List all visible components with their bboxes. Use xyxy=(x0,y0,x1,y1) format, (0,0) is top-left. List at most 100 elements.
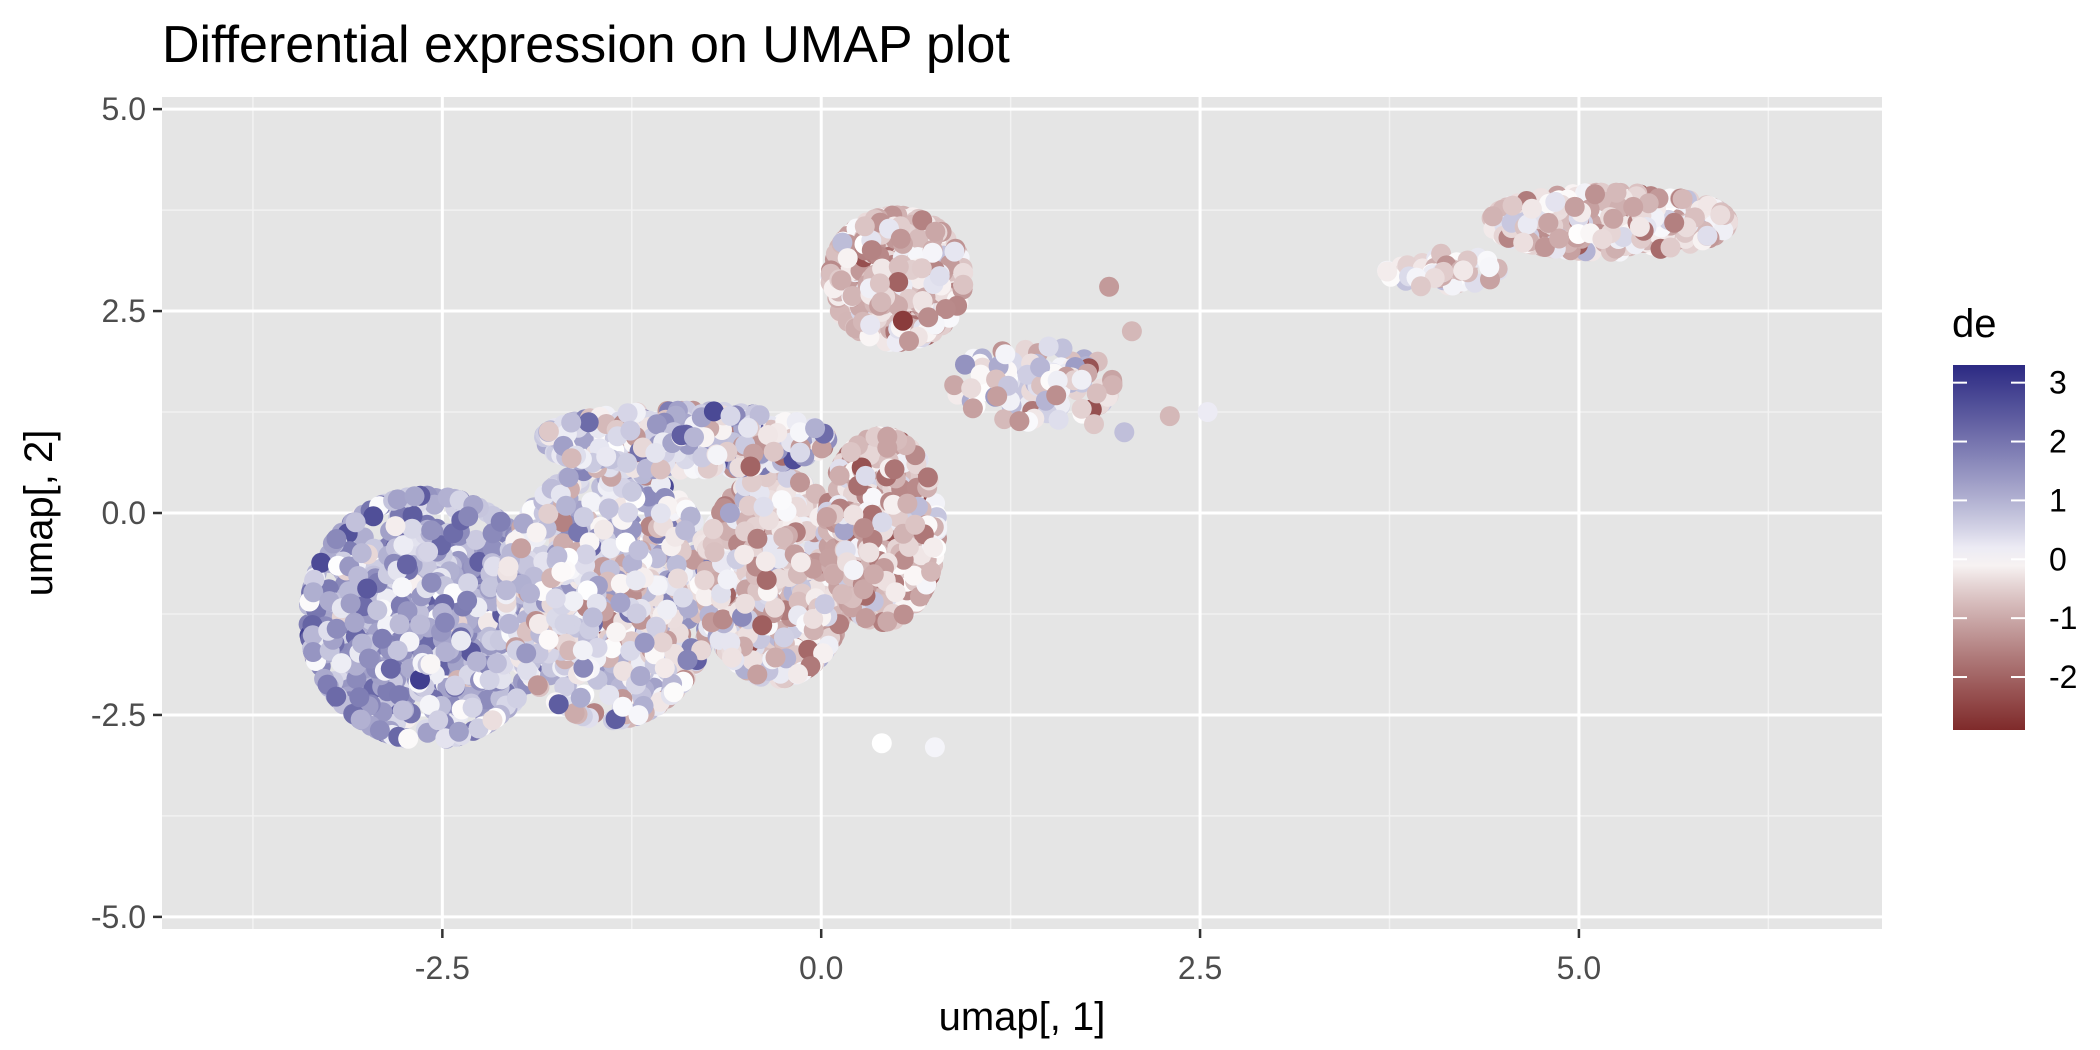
y-tick-label: -2.5 xyxy=(91,697,146,733)
data-point xyxy=(457,590,478,611)
data-point xyxy=(720,632,741,653)
data-point xyxy=(924,737,945,758)
data-point xyxy=(392,577,413,598)
data-point xyxy=(1071,369,1092,390)
data-point xyxy=(944,241,965,262)
data-point xyxy=(861,240,882,261)
data-point xyxy=(694,570,715,591)
data-point xyxy=(1102,375,1123,396)
data-point xyxy=(854,216,875,237)
data-point xyxy=(331,653,352,674)
data-point xyxy=(367,600,388,621)
data-point xyxy=(752,615,773,636)
data-point xyxy=(872,512,893,533)
data-point xyxy=(1664,212,1685,233)
data-point xyxy=(747,664,768,685)
data-point xyxy=(617,403,638,424)
data-point xyxy=(527,675,548,696)
legend-tick-label: -2 xyxy=(2049,659,2077,695)
data-point xyxy=(511,538,532,559)
data-point xyxy=(1046,385,1067,406)
data-point xyxy=(563,591,584,612)
data-point xyxy=(1502,195,1523,216)
data-point xyxy=(303,582,324,603)
data-point xyxy=(326,686,347,707)
data-point xyxy=(625,570,646,591)
data-point xyxy=(387,489,408,510)
data-point xyxy=(345,512,366,533)
data-point xyxy=(650,503,671,524)
data-point xyxy=(385,516,406,537)
data-point xyxy=(771,490,792,511)
data-point xyxy=(944,375,965,396)
data-point xyxy=(561,448,582,469)
data-point xyxy=(753,496,774,517)
data-point xyxy=(747,528,768,549)
data-point xyxy=(628,540,649,561)
data-point xyxy=(1479,257,1500,278)
data-point xyxy=(1660,237,1681,258)
data-point xyxy=(575,544,596,565)
data-point xyxy=(392,700,413,721)
data-point xyxy=(911,258,932,279)
data-point xyxy=(610,592,631,613)
data-point xyxy=(1121,321,1142,342)
data-point xyxy=(829,465,850,486)
data-point xyxy=(410,614,431,635)
data-point xyxy=(451,630,472,651)
legend-title: de xyxy=(1952,302,1997,346)
data-point xyxy=(987,386,1008,407)
data-point xyxy=(1549,228,1570,249)
data-point xyxy=(528,613,549,634)
data-point xyxy=(738,495,759,516)
chart-title: Differential expression on UMAP plot xyxy=(162,16,1010,74)
data-point xyxy=(813,643,834,664)
data-point xyxy=(561,412,582,433)
data-point xyxy=(1592,229,1613,249)
data-point xyxy=(428,710,449,731)
data-point xyxy=(404,486,425,507)
data-point xyxy=(677,650,698,670)
data-point xyxy=(303,642,324,662)
data-point xyxy=(773,527,794,548)
data-point xyxy=(734,544,755,565)
data-point xyxy=(654,658,675,679)
data-point xyxy=(837,248,858,269)
data-point xyxy=(1629,216,1650,237)
data-point xyxy=(823,565,844,586)
data-point xyxy=(490,511,511,532)
data-point xyxy=(1377,261,1398,282)
data-point xyxy=(803,608,824,629)
legend-tick-label: 0 xyxy=(2049,541,2067,577)
data-point xyxy=(863,564,884,585)
data-point xyxy=(554,677,575,697)
data-point xyxy=(707,445,728,466)
data-point xyxy=(538,629,559,650)
data-point xyxy=(893,604,914,625)
data-point xyxy=(389,685,410,706)
data-point xyxy=(372,628,393,649)
y-tick-label: 5.0 xyxy=(102,91,146,127)
data-point xyxy=(610,573,631,594)
data-point xyxy=(1099,276,1120,297)
data-point xyxy=(646,616,666,637)
data-point xyxy=(573,657,594,678)
data-point xyxy=(755,551,776,572)
data-point xyxy=(1086,383,1107,404)
data-point xyxy=(872,258,893,279)
data-point xyxy=(763,441,784,462)
legend-tick-label: 2 xyxy=(2049,424,2067,460)
data-point xyxy=(703,401,724,422)
data-point xyxy=(363,506,384,527)
data-point xyxy=(853,579,874,600)
data-point xyxy=(398,728,419,749)
data-point xyxy=(1697,225,1718,246)
data-point xyxy=(578,412,599,433)
data-point xyxy=(884,459,905,480)
data-point xyxy=(788,663,808,684)
data-points xyxy=(298,182,1738,758)
data-point xyxy=(819,548,840,569)
data-point xyxy=(1009,411,1030,432)
data-point xyxy=(420,654,441,674)
data-point xyxy=(790,552,811,573)
